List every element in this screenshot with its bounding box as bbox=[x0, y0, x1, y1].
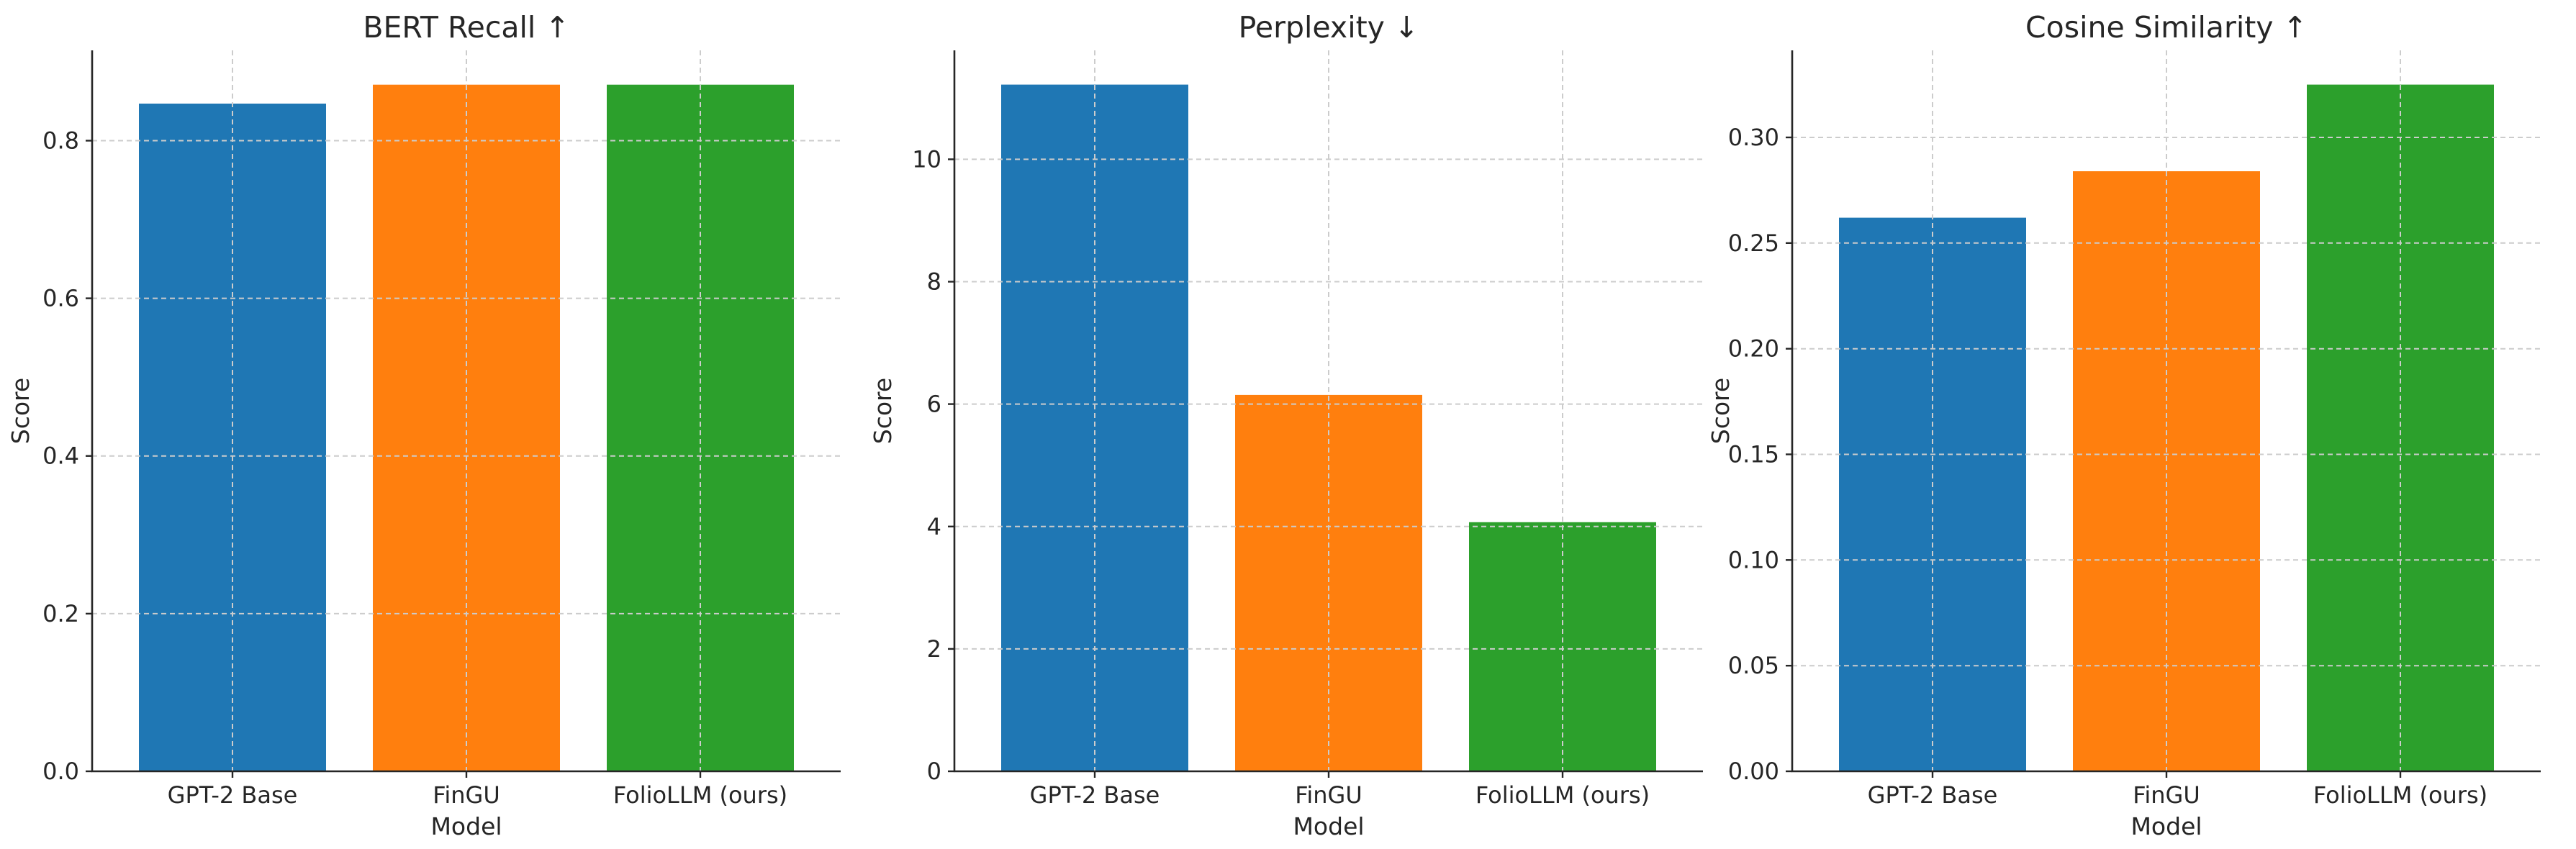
x-axis-ticks: GPT-2 Base FinGU FolioLLM (ours) bbox=[1030, 771, 1650, 809]
y-tick-label: 0.25 bbox=[1728, 230, 1779, 257]
y-tick-label: 0.30 bbox=[1728, 124, 1779, 151]
y-tick-label: 2 bbox=[927, 635, 941, 663]
y-tick-label: 0.2 bbox=[42, 600, 79, 627]
y-axis-ticks: 0.0 0.2 0.4 0.6 0.8 bbox=[42, 127, 92, 785]
chart-panel-cosine-similarity: Cosine Similarity ↑ Model Score 0.00 0.05… bbox=[1707, 10, 2541, 840]
x-tick-label: GPT-2 Base bbox=[1030, 781, 1160, 809]
x-tick-label: GPT-2 Base bbox=[1868, 781, 1998, 809]
x-tick-label: GPT-2 Base bbox=[168, 781, 298, 809]
chart-panel-bert-recall: BERT Recall ↑ Model Score 0.00.20.40.60.… bbox=[6, 10, 841, 840]
y-axis-ticks: 0 2 4 6 8 10 bbox=[912, 145, 954, 785]
chart-title: Perplexity ↓ bbox=[1239, 10, 1419, 45]
y-tick-label: 10 bbox=[912, 145, 941, 173]
y-tick-label: 0.10 bbox=[1728, 546, 1779, 573]
x-axis-label: Model bbox=[430, 812, 502, 840]
y-tick-label: 0.6 bbox=[42, 285, 79, 312]
y-tick-label: 0.0 bbox=[42, 758, 79, 785]
x-axis-label: Model bbox=[1293, 812, 1364, 840]
y-tick-label: 8 bbox=[927, 268, 941, 296]
chart-title: BERT Recall ↑ bbox=[363, 10, 569, 45]
x-axis-ticks: GPT-2 Base FinGU FolioLLM (ours) bbox=[1868, 771, 2487, 809]
y-tick-label: 0 bbox=[927, 758, 941, 785]
y-tick-label: 6 bbox=[927, 391, 941, 418]
y-tick-label: 0.20 bbox=[1728, 335, 1779, 363]
x-axis-ticks: GPT-2 Base FinGU FolioLLM (ours) bbox=[168, 771, 787, 809]
y-axis-label: Score bbox=[6, 378, 35, 444]
chart-panel-perplexity: Perplexity ↓ Model Score 0 2 4 6 8 10 GPT-2 Ba… bbox=[869, 10, 1703, 840]
y-tick-label: 0.4 bbox=[42, 442, 79, 470]
y-axis-ticks: 0.00 0.05 0.10 0.15 0.20 0.25 0.30 bbox=[1728, 124, 1792, 785]
y-tick-label: 4 bbox=[927, 513, 941, 540]
x-tick-label: FinGU bbox=[2133, 781, 2200, 809]
x-tick-label: FinGU bbox=[1295, 781, 1362, 809]
y-tick-label: 0.8 bbox=[42, 127, 79, 155]
y-axis-label: Score bbox=[869, 378, 897, 444]
x-tick-label: FolioLLM (ours) bbox=[613, 781, 787, 809]
chart-title: Cosine Similarity ↑ bbox=[2025, 10, 2308, 45]
x-axis-label: Model bbox=[2130, 812, 2202, 840]
x-tick-label: FolioLLM (ours) bbox=[2313, 781, 2487, 809]
x-tick-label: FolioLLM (ours) bbox=[1475, 781, 1650, 809]
y-tick-label: 0.05 bbox=[1728, 652, 1779, 679]
y-axis-label: Score bbox=[1707, 378, 1735, 444]
y-tick-label: 0.00 bbox=[1728, 758, 1779, 785]
y-tick-label: 0.15 bbox=[1728, 441, 1779, 468]
x-tick-label: FinGU bbox=[433, 781, 500, 809]
bar-gpt-2-base bbox=[139, 104, 326, 771]
